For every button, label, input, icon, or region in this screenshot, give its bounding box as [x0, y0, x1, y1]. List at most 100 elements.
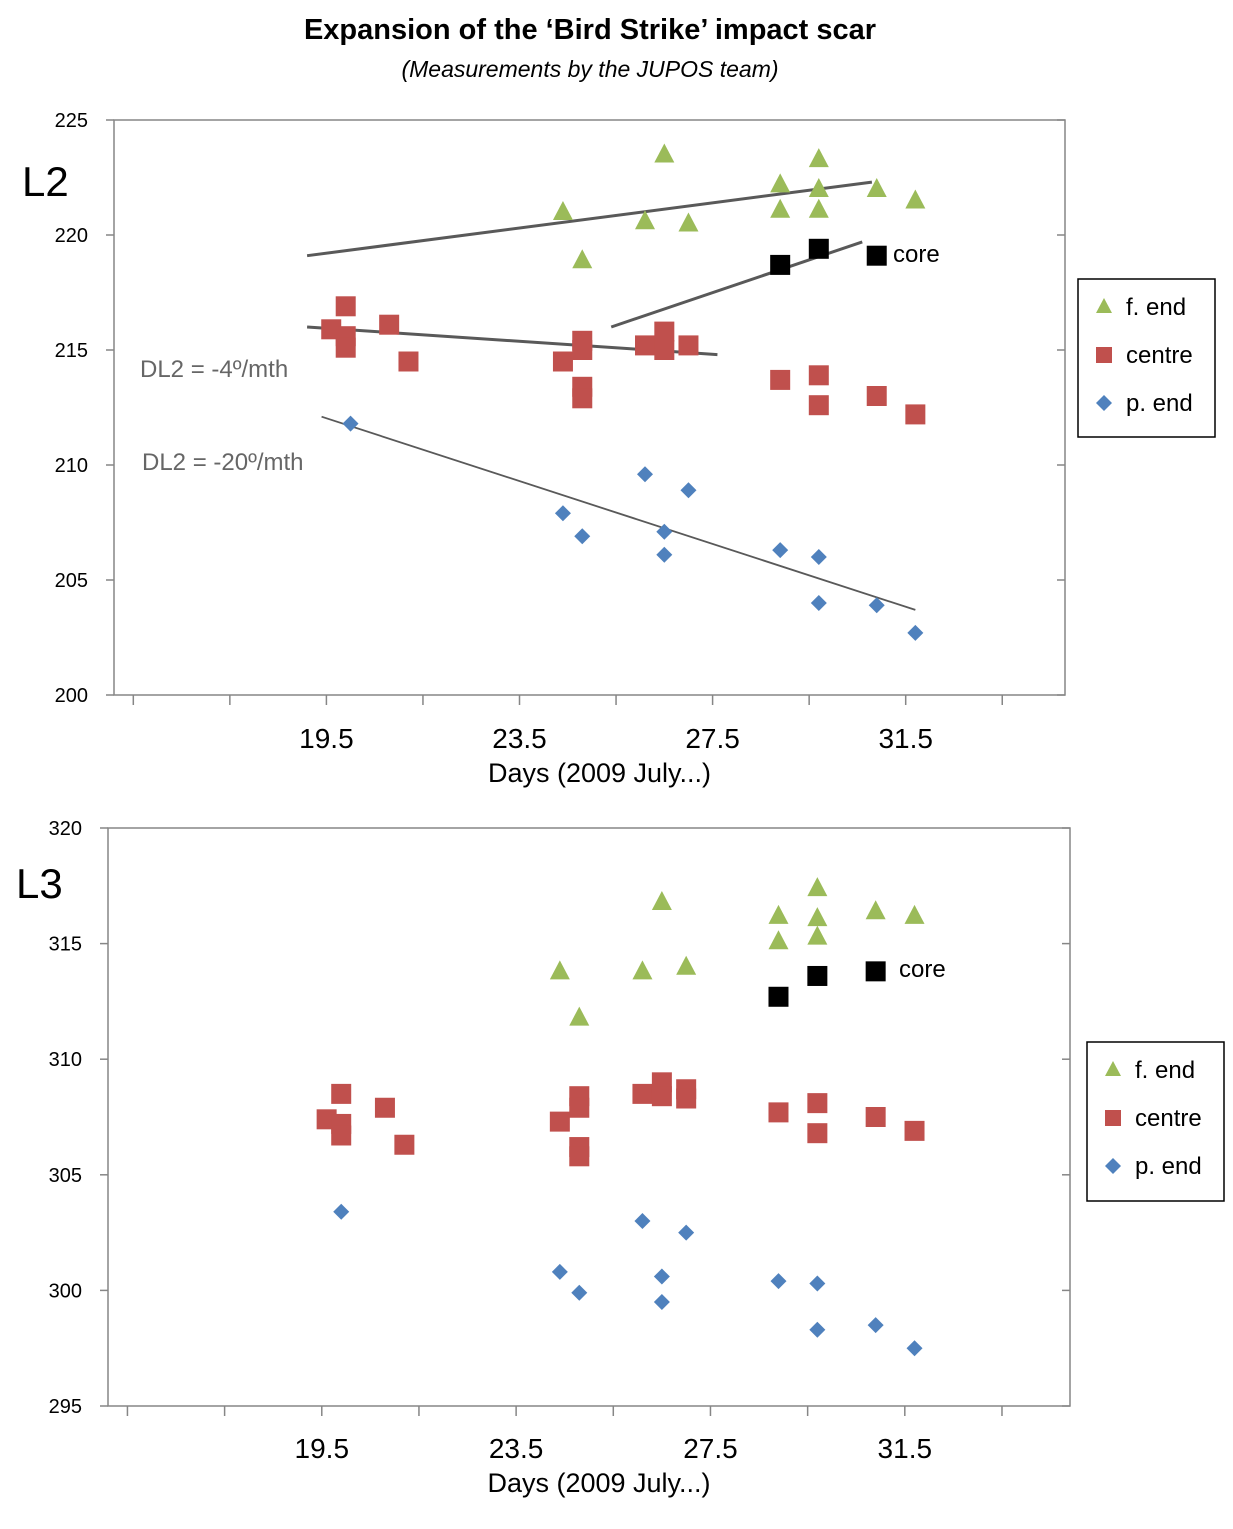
data-point — [807, 1123, 828, 1144]
data-point — [904, 904, 925, 924]
trend-line — [306, 180, 873, 258]
y-tick-label: 320 — [49, 818, 82, 840]
x-tick-label: 23.5 — [489, 1433, 544, 1464]
data-point — [653, 1293, 670, 1310]
x-axis-label: Days (2009 July...) — [488, 758, 711, 788]
data-point — [907, 624, 924, 641]
series-f-end — [549, 877, 925, 1026]
drift-rate-annotation: DL2 = -20º/mth — [142, 449, 304, 476]
data-point — [635, 210, 656, 230]
panel-label: L3 — [16, 860, 63, 907]
data-point — [768, 904, 789, 924]
data-point — [866, 178, 887, 197]
y-tick-label: 315 — [49, 934, 82, 956]
y-tick-label: 295 — [49, 1396, 82, 1418]
data-point — [676, 955, 697, 975]
data-point — [654, 143, 675, 163]
y-tick-label: 220 — [55, 225, 88, 247]
data-point — [768, 1102, 789, 1123]
data-point — [810, 595, 827, 611]
x-axis-label: Days (2009 July...) — [487, 1468, 710, 1498]
data-point — [678, 335, 699, 356]
core-annotation: core — [899, 956, 946, 983]
data-point — [770, 173, 791, 193]
legend-marker — [1105, 1158, 1121, 1174]
x-tick-label: 31.5 — [878, 723, 933, 754]
y-tick-label: 215 — [55, 340, 88, 362]
data-point — [569, 1146, 590, 1167]
data-point — [770, 369, 791, 390]
x-tick-label: 19.5 — [299, 723, 354, 754]
data-point — [865, 900, 886, 920]
data-point — [571, 1284, 588, 1301]
data-point — [768, 930, 789, 950]
y-tick-label: 210 — [55, 455, 88, 477]
data-point — [572, 388, 593, 409]
data-point — [865, 1107, 886, 1127]
legend-item: p. end — [1135, 1153, 1202, 1180]
plot-area — [113, 119, 1066, 696]
data-point — [808, 238, 829, 259]
data-point — [808, 148, 829, 168]
data-point — [770, 1273, 787, 1290]
data-point — [768, 986, 789, 1007]
data-point — [654, 321, 675, 342]
series-p-end — [333, 1203, 923, 1357]
trend-line — [321, 415, 916, 611]
series-p-end — [342, 415, 924, 641]
data-point — [678, 212, 699, 232]
data-point — [331, 1125, 352, 1146]
data-point — [905, 189, 926, 209]
data-point — [656, 523, 673, 540]
data-point — [549, 1111, 570, 1132]
data-point — [651, 890, 672, 910]
data-point — [868, 597, 885, 614]
data-point — [342, 415, 359, 432]
data-point — [569, 1097, 590, 1118]
data-point — [808, 198, 829, 218]
data-point — [653, 1268, 670, 1285]
y-tick-label: 225 — [55, 110, 88, 132]
chart-subtitle: (Measurements by the JUPOS team) — [401, 56, 779, 82]
legend-marker — [1096, 347, 1112, 363]
x-tick-label: 19.5 — [295, 1433, 350, 1464]
data-point — [810, 549, 827, 565]
data-point — [335, 337, 356, 358]
plot-area — [107, 827, 1071, 1407]
data-point — [335, 296, 356, 317]
data-point — [809, 1321, 826, 1338]
legend-item: p. end — [1126, 390, 1193, 417]
data-point — [807, 1093, 828, 1114]
data-point — [906, 1340, 923, 1357]
y-tick-label: 300 — [49, 1280, 82, 1302]
data-point — [572, 249, 593, 269]
x-tick-label: 27.5 — [685, 723, 740, 754]
data-point — [808, 365, 829, 386]
data-point — [632, 1083, 653, 1104]
chart-l2: 200 205 210 215 220 225 19.5 23.5 27.5 31.5 Days (… — [22, 110, 1216, 788]
y-tick-label: 305 — [49, 1165, 82, 1187]
data-point — [654, 340, 675, 360]
data-point — [549, 960, 570, 980]
data-point — [551, 1263, 568, 1280]
data-point — [904, 1120, 925, 1141]
data-point — [807, 965, 828, 986]
core-annotation: core — [893, 241, 940, 268]
data-point — [572, 340, 593, 360]
data-point — [807, 877, 828, 897]
data-point — [637, 466, 654, 483]
legend-item: centre — [1126, 342, 1193, 369]
data-point — [809, 1275, 826, 1292]
data-point — [554, 505, 571, 522]
legend-marker — [1105, 1110, 1121, 1126]
data-point — [569, 1006, 590, 1026]
series-centre — [321, 296, 926, 425]
legend-item: centre — [1135, 1105, 1202, 1132]
data-point — [680, 482, 697, 499]
series-core — [768, 961, 886, 1007]
x-tick-label: 23.5 — [492, 723, 547, 754]
panel-label: L2 — [22, 158, 69, 205]
series-centre — [316, 1072, 925, 1167]
legend-item: f. end — [1135, 1057, 1195, 1084]
data-point — [865, 961, 886, 982]
